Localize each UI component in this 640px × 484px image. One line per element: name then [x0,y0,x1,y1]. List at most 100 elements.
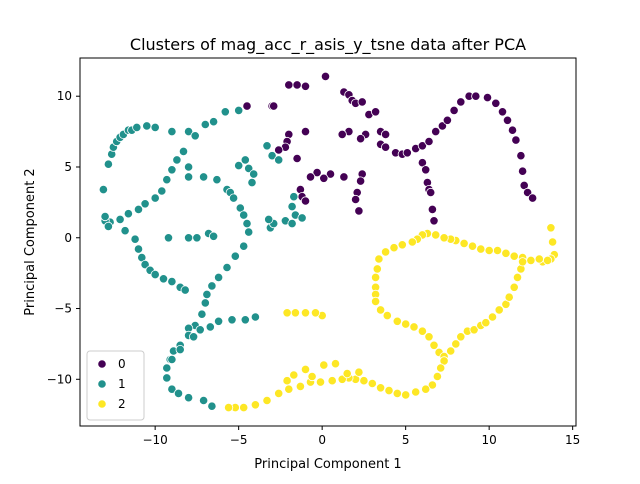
point-2-65 [375,383,386,393]
point-0-68 [312,168,322,178]
point-0-24 [274,145,284,155]
point-1-34 [130,234,140,244]
point-2-43 [456,332,466,342]
point-1-97 [227,315,237,325]
point-1-20 [167,165,177,175]
point-1-103 [167,354,177,365]
point-1-92 [289,192,299,202]
point-0-28 [380,142,391,152]
point-2-23 [389,243,399,253]
point-2-75 [284,384,294,394]
legend-marker-1 [97,379,107,389]
point-1-81 [240,155,250,165]
point-1-41 [167,276,177,287]
x-tick-label: 0 [318,433,326,447]
point-0-18 [337,129,347,139]
point-2-92 [300,308,311,318]
point-1-79 [247,178,257,188]
point-1-102 [175,344,185,355]
point-2-84 [342,368,352,379]
point-0-58 [427,204,437,214]
point-1-101 [189,332,199,342]
point-1-77 [199,395,209,406]
point-1-76 [184,393,194,403]
point-1-55 [239,210,249,220]
point-2-10 [484,245,494,256]
point-1-48 [209,231,219,241]
point-0-52 [527,193,538,203]
point-1-45 [184,233,194,243]
point-2-79 [239,402,249,413]
point-0-66 [325,169,336,179]
point-1-58 [239,241,249,251]
point-1-19 [172,155,182,165]
point-2-5 [526,255,536,265]
point-0-65 [339,172,349,182]
point-1-63 [202,289,212,299]
point-2-96 [542,255,553,265]
point-1-30 [98,185,109,195]
point-1-23 [150,193,160,203]
point-2-57 [436,363,446,373]
point-1-72 [162,363,172,373]
point-2-66 [367,378,377,389]
point-0-11 [357,97,367,107]
point-0-31 [402,148,412,158]
point-1-98 [214,316,224,326]
point-0-42 [482,93,493,103]
point-2-52 [509,282,519,292]
point-2-37 [424,332,434,342]
point-0-47 [511,135,521,145]
point-2-70 [337,374,347,384]
point-0-16 [355,134,366,144]
point-0-37 [442,115,452,125]
point-0-4 [292,80,302,90]
point-2-24 [380,247,391,257]
point-2-17 [431,230,441,240]
point-1-93 [287,202,297,212]
point-2-11 [476,244,486,254]
legend: 0 1 2 [86,350,145,421]
point-0-25 [292,153,302,164]
point-2-77 [262,395,272,406]
point-1-99 [205,322,215,332]
point-1-31 [100,211,110,222]
point-1-62 [207,281,217,291]
point-0-44 [497,107,508,117]
point-1-105 [212,175,222,185]
point-2-21 [407,237,417,247]
legend-marker-0 [97,359,107,369]
point-1-64 [200,298,210,308]
point-0-49 [517,166,528,176]
point-1-94 [264,214,274,224]
point-2-95 [534,254,544,264]
point-1-37 [140,259,150,270]
point-1-32 [103,221,114,231]
point-0-61 [355,176,366,186]
point-2-64 [384,385,394,396]
point-1-56 [242,219,252,229]
legend-box [86,350,145,421]
point-1-25 [133,204,144,214]
point-1-80 [244,163,254,173]
point-1-59 [230,251,240,261]
point-2-88 [289,370,299,380]
point-2-93 [290,308,300,318]
point-1-50 [184,172,194,182]
point-1-9 [142,121,152,131]
point-1-75 [173,388,184,398]
point-0-64 [354,206,364,216]
point-1-78 [207,401,217,411]
point-1-106 [234,161,244,171]
point-2-82 [319,360,329,370]
point-2-55 [517,257,528,267]
point-1-13 [190,131,200,141]
point-1-83 [262,141,272,151]
point-2-91 [310,308,321,318]
x-tick-label: −5 [230,433,248,447]
point-0-13 [370,107,381,117]
point-2-78 [250,400,260,410]
point-1-73 [162,373,172,383]
point-2-26 [372,264,382,274]
